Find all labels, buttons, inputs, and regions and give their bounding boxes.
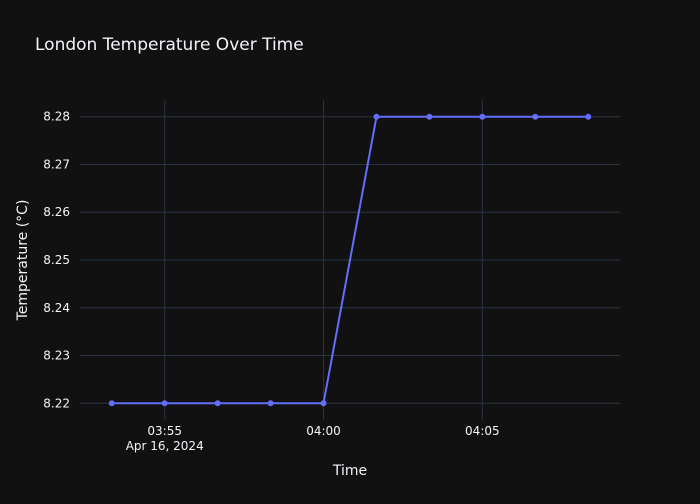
data-point[interactable]: [479, 113, 486, 120]
data-point[interactable]: [108, 400, 115, 407]
x-tick-label: 04:00: [306, 424, 341, 438]
data-point[interactable]: [267, 400, 274, 407]
data-point[interactable]: [532, 113, 539, 120]
y-tick-label: 8.25: [43, 253, 70, 267]
data-point[interactable]: [161, 400, 168, 407]
x-tick-label: 03:55: [147, 424, 182, 438]
y-tick-label: 8.22: [43, 396, 70, 410]
x-axis-title: Time: [332, 463, 367, 479]
data-point[interactable]: [214, 400, 221, 407]
x-tick-label: 04:05: [465, 424, 500, 438]
y-tick-label: 8.27: [43, 157, 70, 171]
data-point[interactable]: [585, 113, 592, 120]
data-point[interactable]: [426, 113, 433, 120]
y-tick-label: 8.23: [43, 349, 70, 363]
y-tick-label: 8.28: [43, 110, 70, 124]
y-tick-label: 8.26: [43, 205, 70, 219]
grid-layer: [80, 100, 620, 420]
series-layer: [108, 113, 592, 407]
chart-title: London Temperature Over Time: [35, 35, 304, 55]
y-tick-label: 8.24: [43, 301, 70, 315]
y-axis-title: Temperature (°C): [15, 200, 31, 322]
data-point[interactable]: [373, 113, 380, 120]
series-line: [111, 115, 589, 405]
x-tick-sublabel: Apr 16, 2024: [126, 439, 204, 453]
data-point[interactable]: [320, 400, 327, 407]
